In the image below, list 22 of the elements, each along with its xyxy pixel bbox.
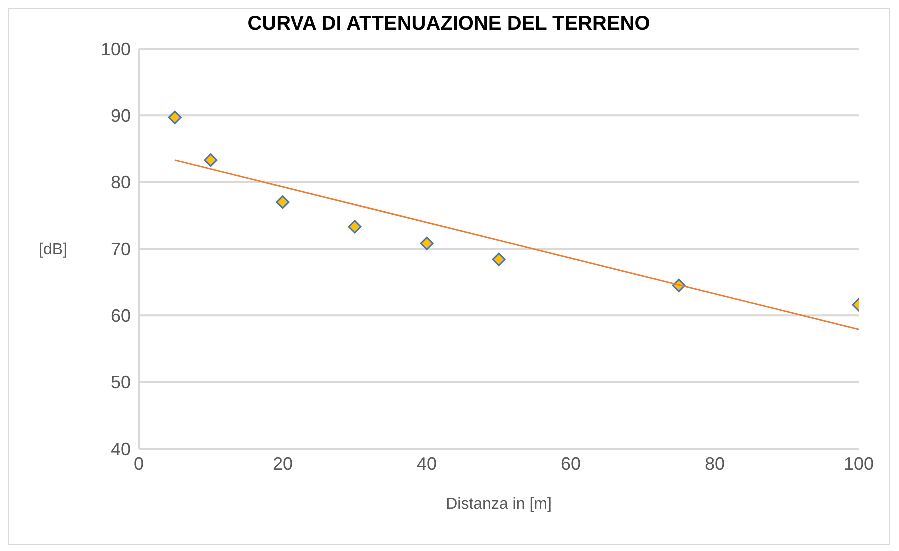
y-tick-label: 100 xyxy=(100,39,131,60)
x-tick-label: 60 xyxy=(560,454,582,474)
x-tick-label: 100 xyxy=(844,454,874,474)
point xyxy=(276,196,290,210)
y-tick-label: 90 xyxy=(110,106,131,126)
x-tick-label: 20 xyxy=(272,454,294,474)
point xyxy=(168,110,182,124)
point xyxy=(204,154,218,168)
x-axis-title: Distanza in [m] xyxy=(446,496,552,513)
x-tick-label: 80 xyxy=(704,454,726,474)
y-tick-label: 50 xyxy=(110,372,131,393)
point xyxy=(420,236,434,250)
x-tick-label: 40 xyxy=(416,454,438,474)
y-axis-title: [dB] xyxy=(39,242,68,259)
point xyxy=(348,220,362,234)
x-tick-label: 0 xyxy=(134,454,144,474)
y-tick-label: 70 xyxy=(110,239,131,260)
y-tick-label: 40 xyxy=(110,439,131,460)
y-tick-label: 80 xyxy=(110,172,131,193)
point xyxy=(492,252,506,266)
chart-title: CURVA DI ATTENUAZIONE DEL TERRENO xyxy=(246,13,652,37)
y-tick-label: 60 xyxy=(110,306,131,326)
